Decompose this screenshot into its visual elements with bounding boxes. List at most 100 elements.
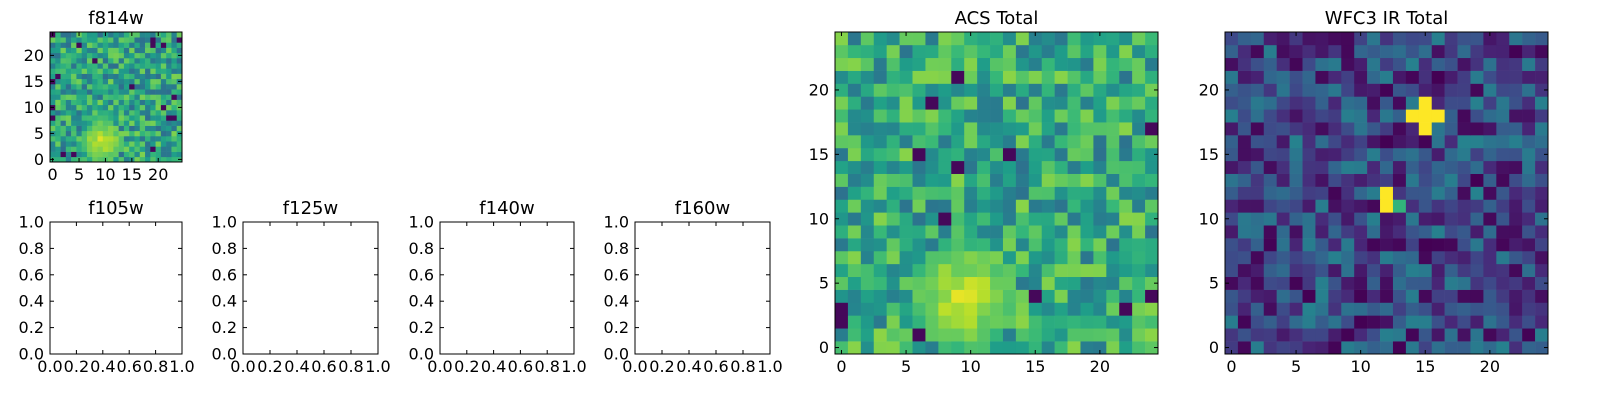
- heatmap-cell: [1380, 276, 1394, 290]
- heatmap-cell: [1015, 57, 1030, 71]
- heatmap-cell: [835, 225, 849, 239]
- heatmap-cell: [1067, 225, 1081, 239]
- heatmap-cell: [847, 109, 862, 123]
- heatmap-cell: [1302, 173, 1316, 187]
- heatmap-cell: [1509, 289, 1523, 303]
- heatmap-cell: [1392, 250, 1407, 265]
- heatmap-cell: [860, 44, 875, 59]
- heatmap-cell: [886, 302, 900, 316]
- heatmap-cell: [964, 186, 978, 200]
- heatmap-cell: [1276, 199, 1290, 213]
- heatmap-cell: [1483, 238, 1497, 252]
- heatmap-cell: [1354, 238, 1368, 252]
- heatmap-cell: [176, 120, 183, 126]
- heatmap-cell: [1263, 250, 1277, 265]
- heatmap-cell: [123, 94, 130, 100]
- heatmap-cell: [925, 32, 939, 46]
- heatmap-cell: [113, 32, 119, 38]
- heatmap-cell: [1367, 83, 1381, 97]
- heatmap-cell: [886, 160, 900, 174]
- heatmap-cell: [1328, 302, 1342, 316]
- heatmap-cell: [912, 289, 926, 303]
- heatmap-cell: [97, 156, 104, 163]
- x-tick-label: 0.0: [37, 357, 62, 376]
- x-tick-label: 5: [74, 165, 84, 184]
- heatmap-cell: [951, 302, 965, 316]
- heatmap-cell: [123, 110, 130, 116]
- heatmap-cell: [977, 70, 991, 84]
- heatmap-cell: [1367, 186, 1381, 200]
- heatmap-cell: [1354, 32, 1368, 46]
- heatmap-cell: [129, 136, 135, 142]
- heatmap-cell: [1225, 173, 1239, 187]
- heatmap-cell: [899, 173, 913, 187]
- heatmap-cell: [1093, 238, 1107, 252]
- heatmap-cell: [1002, 83, 1017, 97]
- heatmap-cell: [1250, 250, 1265, 265]
- heatmap-cell: [1289, 122, 1303, 136]
- heatmap-cell: [835, 263, 849, 278]
- heatmap-cell: [102, 89, 109, 95]
- y-tick-label: 0.8: [409, 239, 434, 258]
- heatmap-cell: [1483, 315, 1497, 329]
- heatmap-cell: [1535, 135, 1549, 149]
- heatmap-cell: [1315, 302, 1329, 316]
- heatmap-cell: [899, 135, 913, 149]
- heatmap-cell: [108, 73, 114, 80]
- heatmap-cell: [873, 341, 887, 355]
- heatmap-cell: [977, 173, 991, 187]
- heatmap-cell: [97, 52, 104, 59]
- heatmap-cell: [860, 57, 875, 71]
- heatmap-cell: [1289, 83, 1303, 97]
- heatmap-cell: [113, 78, 119, 85]
- heatmap-cell: [176, 73, 183, 80]
- heatmap-cell: [990, 341, 1004, 355]
- heatmap-cell: [835, 70, 849, 84]
- heatmap-cell: [81, 89, 88, 95]
- heatmap-cell: [71, 156, 77, 163]
- heatmap-cell: [60, 99, 67, 106]
- heatmap-cell: [55, 110, 61, 116]
- heatmap-cell: [1225, 263, 1239, 278]
- heatmap-cell: [1431, 225, 1445, 239]
- heatmap-cell: [1276, 32, 1290, 46]
- heatmap-cell: [145, 136, 151, 142]
- heatmap-cell: [1444, 250, 1458, 265]
- heatmap-cell: [1341, 276, 1355, 290]
- heatmap-cell: [60, 146, 67, 152]
- heatmap-cell: [1015, 250, 1030, 265]
- heatmap-cell: [1392, 173, 1407, 187]
- heatmap-cell: [81, 110, 88, 116]
- heatmap-cell: [847, 186, 862, 200]
- heatmap-cell: [1315, 315, 1329, 329]
- heatmap-cell: [925, 160, 939, 174]
- heatmap-cell: [1315, 135, 1329, 149]
- heatmap-cell: [1367, 250, 1381, 265]
- heatmap-cell: [1470, 225, 1484, 239]
- heatmap-cell: [76, 52, 82, 59]
- heatmap-cell: [1289, 186, 1303, 200]
- heatmap-cell: [1276, 263, 1290, 278]
- heatmap-cell: [1483, 83, 1497, 97]
- heatmap-cell: [123, 141, 130, 147]
- heatmap-cell: [1132, 70, 1146, 84]
- heatmap-cell: [1145, 225, 1159, 239]
- heatmap-cell: [912, 32, 926, 46]
- y-tick-label: 0.6: [604, 265, 629, 284]
- heatmap-cell: [873, 238, 887, 252]
- heatmap-cell: [150, 141, 156, 147]
- heatmap-cell: [1418, 122, 1433, 136]
- heatmap-cell: [1341, 122, 1355, 136]
- heatmap-cell: [1028, 289, 1043, 303]
- heatmap-cell: [166, 151, 172, 158]
- axes-frame: [1224, 31, 1549, 355]
- heatmap-cell: [1276, 250, 1290, 265]
- heatmap-cell: [50, 115, 56, 121]
- heatmap-cell: [145, 52, 151, 59]
- heatmap-cell: [92, 115, 98, 121]
- heatmap-cell: [873, 57, 887, 71]
- heatmap-cell: [1470, 147, 1484, 162]
- heatmap-cell: [1418, 238, 1433, 252]
- heatmap-cell: [86, 84, 93, 90]
- heatmap-cell: [113, 120, 119, 126]
